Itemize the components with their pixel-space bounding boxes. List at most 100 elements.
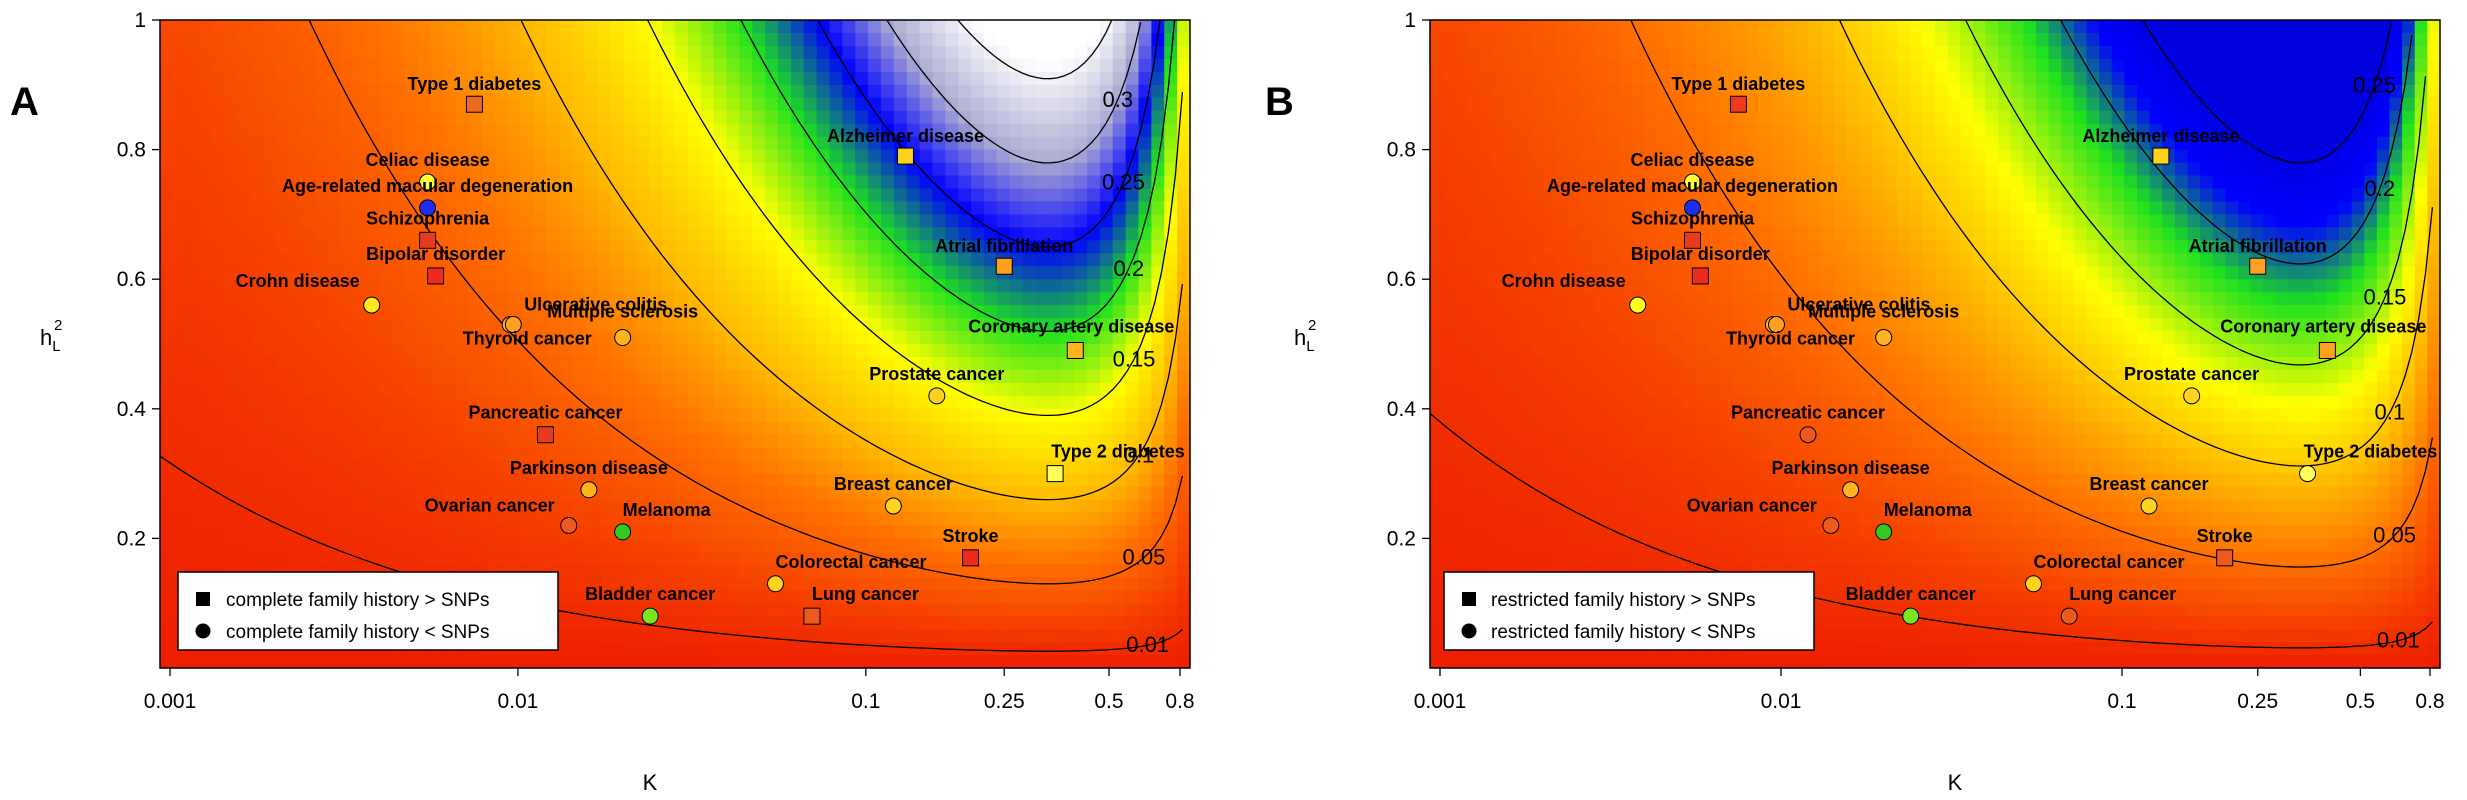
heatmap-cell (971, 344, 985, 358)
heatmap-cell (765, 616, 779, 630)
heatmap-cell (1061, 201, 1075, 215)
heatmap-cell (1009, 551, 1024, 565)
heatmap-cell (1632, 71, 1646, 86)
heatmap-cell (649, 175, 663, 190)
heatmap-cell (829, 434, 843, 449)
heatmap-cell (1518, 318, 1532, 332)
heatmap-cell (1430, 564, 1444, 578)
heatmap-cell (1125, 266, 1140, 280)
heatmap-cell (1035, 318, 1049, 332)
heatmap-cell (687, 227, 702, 241)
heatmap-cell (816, 577, 831, 591)
heatmap-cell (726, 20, 740, 34)
heatmap-cell (984, 123, 998, 138)
heatmap-cell (893, 486, 908, 501)
heatmap-cell (945, 512, 959, 527)
heatmap-cell (649, 551, 663, 565)
heatmap-cell (893, 58, 908, 73)
heatmap-cell (1087, 512, 1101, 527)
heatmap-cell (816, 564, 831, 578)
heatmap-cell (945, 460, 959, 475)
heatmap-cell (765, 97, 779, 112)
heatmap-cell (1644, 32, 1658, 47)
heatmap-cell (778, 642, 792, 656)
heatmap-cell (662, 642, 676, 656)
heatmap-cell (288, 162, 303, 177)
heatmap-cell (1442, 123, 1456, 138)
heatmap-cell (623, 447, 637, 462)
heatmap-cell (533, 473, 547, 488)
heatmap-cell (160, 564, 174, 578)
heatmap-cell (906, 629, 921, 643)
heatmap-cell (610, 577, 625, 591)
heatmap-cell (881, 318, 895, 332)
heatmap-cell (932, 331, 946, 345)
heatmap-cell (507, 110, 522, 125)
heatmap-cell (481, 395, 496, 410)
heatmap-cell (726, 499, 740, 514)
y-tick-label: 1 (134, 9, 146, 32)
heatmap-cell (829, 71, 843, 86)
heatmap-cell (1594, 279, 1608, 293)
heatmap-cell (893, 590, 908, 604)
heatmap-cell (597, 395, 612, 410)
heatmap-cell (1568, 149, 1583, 164)
heatmap-cell (353, 408, 367, 423)
heatmap-cell (752, 525, 766, 539)
heatmap-cell (675, 486, 689, 501)
heatmap-cell (945, 136, 959, 151)
heatmap-cell (1035, 421, 1049, 436)
heatmap-cell (610, 344, 625, 358)
heatmap-cell (752, 253, 766, 267)
heatmap-cell (327, 97, 341, 112)
heatmap-cell (391, 551, 406, 565)
heatmap-cell (1556, 525, 1570, 539)
heatmap-cell (1531, 421, 1545, 436)
heatmap-cell (1594, 369, 1608, 384)
heatmap-cell (893, 188, 908, 203)
heatmap-cell (211, 318, 225, 332)
heatmap-cell (636, 110, 650, 125)
heatmap-cell (1581, 136, 1595, 151)
heatmap-cell (353, 460, 367, 475)
heatmap-cell (224, 356, 238, 371)
heatmap-cell (1061, 292, 1075, 306)
heatmap-cell (1505, 551, 1519, 565)
heatmap-cell (919, 292, 934, 306)
heatmap-cell (636, 434, 650, 449)
heatmap-cell (932, 577, 946, 591)
heatmap-cell (572, 395, 586, 410)
heatmap-cell (546, 227, 560, 241)
heatmap-cell (494, 84, 509, 99)
heatmap-cell (263, 434, 277, 449)
heatmap-cell (700, 408, 715, 423)
heatmap-cell (353, 162, 367, 177)
heatmap-cell (275, 331, 290, 345)
heatmap-cell (185, 110, 200, 125)
heatmap-cell (662, 253, 676, 267)
heatmap-cell (160, 20, 174, 34)
heatmap-cell (288, 512, 303, 527)
heatmap-cell (1594, 305, 1608, 319)
heatmap-cell (1467, 123, 1482, 138)
heatmap-cell (1543, 305, 1557, 319)
heatmap-cell (275, 201, 290, 215)
heatmap-cell (250, 45, 264, 60)
heatmap-cell (662, 486, 676, 501)
heatmap-cell (584, 512, 599, 527)
heatmap-cell (263, 408, 277, 423)
heatmap-cell (456, 201, 470, 215)
heatmap-cell (945, 603, 959, 617)
heatmap-cell (559, 188, 573, 203)
heatmap-cell (327, 421, 341, 436)
heatmap-cell (996, 188, 1011, 203)
heatmap-cell (250, 447, 264, 462)
heatmap-cell (958, 629, 972, 643)
heatmap-cell (160, 629, 174, 643)
heatmap-cell (430, 45, 444, 60)
heatmap-cell (1467, 369, 1482, 384)
heatmap-cell (919, 655, 934, 668)
heatmap-cell (868, 58, 882, 73)
heatmap-cell (1112, 499, 1127, 514)
heatmap-cell (250, 214, 264, 228)
